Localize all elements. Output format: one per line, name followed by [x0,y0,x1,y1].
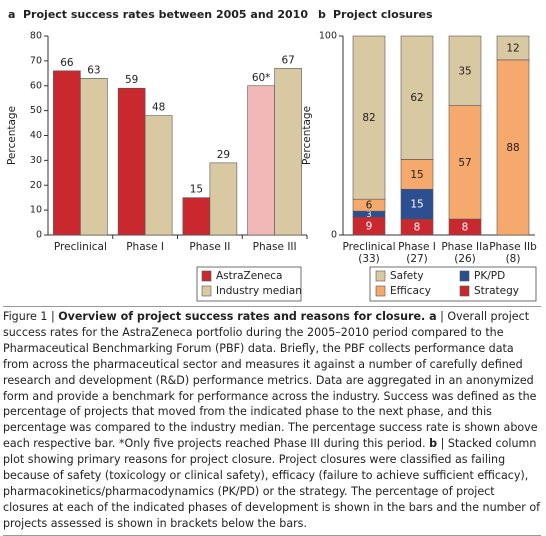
legend-swatch [459,285,470,297]
value-label: 66 [60,57,74,69]
bar [209,162,238,236]
legend: AstraZeneca Industry median [196,266,302,302]
value-label: 63 [87,64,100,76]
bar-segment [496,35,530,61]
value-label: 48 [152,102,165,114]
legend-label: AstraZeneca [216,270,283,282]
value-label: 6 [366,200,373,212]
value-label: 8 [462,222,469,234]
y-axis-label: Percentage [301,106,313,165]
bar [182,197,211,236]
legend-swatch [375,270,386,282]
bar-segment [448,105,482,220]
y-tick-label: 0 [36,230,42,241]
value-label: 8 [414,222,421,234]
caption-segment: | Overall project success rates for the … [3,310,538,451]
legend: Safety PK/PD Efficacy Strategy [369,266,537,302]
legend-swatch [459,270,470,282]
x-tick-note: (27) [406,253,428,265]
value-label: 67 [281,54,294,66]
bar-segment [496,59,530,236]
value-label: 59 [125,74,138,86]
x-tick-label: Preclinical [54,241,107,253]
legend-box [369,266,537,302]
value-label: 15 [190,184,203,196]
x-tick-label: Phase II [189,241,230,253]
bar-segment [448,35,482,106]
value-label: 62 [410,92,423,104]
caption-segment: Figure 1 | [3,310,59,323]
value-label: 15 [410,199,423,211]
x-tick-label: Preclinical [343,241,396,253]
value-label: 57 [458,157,471,169]
caption: Figure 1 | Overview of project success r… [3,306,541,536]
x-tick-label: Phase I [398,241,436,253]
x-tick-label: Phase I [126,241,164,253]
y-tick-label: 80 [30,31,42,42]
bar-segment [400,188,434,220]
y-tick-label: 60 [30,80,42,91]
y-tick-label: 30 [30,155,42,166]
x-tick-label: Phase IIa [441,241,488,253]
legend-label: Efficacy [390,285,431,297]
bar [144,115,173,236]
caption-segment: a [425,310,437,323]
x-tick-note: (33) [358,253,380,265]
bar [247,85,275,236]
chart-title: Project success rates between 2005 and 2… [23,8,308,21]
panel-label: a [8,8,15,21]
value-label: 9 [366,221,373,233]
legend-swatch [375,285,386,297]
legend-label: Safety [390,270,424,282]
x-tick-label: Phase III [253,241,297,253]
value-label: 29 [217,149,230,161]
legend-label: Strategy [474,285,519,297]
bar [117,87,146,236]
x-tick-note: (8) [506,253,521,265]
x-tick-label: Phase IIb [489,241,537,253]
bar [80,77,108,236]
value-label: 35 [458,65,471,77]
y-axis-label: Percentage [6,106,18,165]
y-tick-label: 50 [30,105,42,116]
caption-segment: Overview of project success rates and re… [58,310,426,323]
bar-segment [400,159,434,190]
legend-label: PK/PD [474,270,505,282]
value-label: 60* [252,72,271,84]
bar-segment [400,35,434,160]
legend-label: Industry median [216,285,302,297]
value-label: 12 [506,42,519,54]
y-tick-label: 20 [30,180,42,191]
panel-label: b [318,8,326,21]
bar [53,70,81,236]
y-tick-label: 0 [331,230,337,241]
value-label: 15 [410,169,423,181]
bar [274,68,302,236]
x-tick-note: (26) [454,253,476,265]
figure: a Project success rates between 2005 and … [6,8,537,302]
value-label: 3 [366,210,371,219]
value-label: 82 [362,112,375,124]
y-tick-label: 40 [30,130,42,141]
y-tick-label: 70 [30,55,42,66]
legend-swatch [201,285,212,297]
y-tick-label: 100 [319,31,337,42]
legend-box [196,266,302,302]
chart-title: Project closures [333,8,433,21]
bar-segment [352,35,386,200]
caption-segment: b [429,437,438,451]
caption-segment: | Stacked column plot showing primary re… [3,437,541,530]
y-tick-label: 10 [30,205,42,216]
value-label: 88 [506,142,519,154]
legend-swatch [201,270,212,282]
